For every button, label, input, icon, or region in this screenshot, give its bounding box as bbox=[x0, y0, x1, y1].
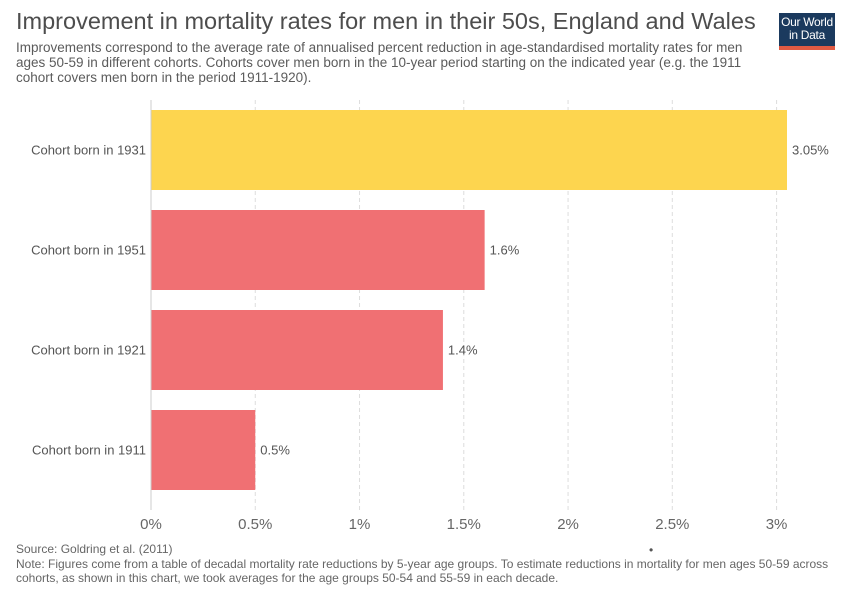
chart-subtitle: Improvements correspond to the average r… bbox=[16, 40, 743, 85]
x-tick-label: 0.5% bbox=[238, 516, 272, 533]
logo-line-1: Our World bbox=[781, 15, 833, 29]
value-label: 3.05% bbox=[792, 143, 829, 158]
category-label: Cohort born in 1931 bbox=[31, 143, 146, 158]
x-axis: 0% 0.5% 1% 1.5% 2% 2.5% 3% bbox=[140, 100, 787, 533]
x-tick-label: 2% bbox=[557, 516, 579, 533]
x-tick-label: 0% bbox=[140, 516, 162, 533]
value-label: 1.4% bbox=[448, 343, 478, 358]
owid-logo[interactable]: Our World in Data bbox=[779, 13, 835, 50]
logo-line-2: in Data bbox=[789, 28, 825, 42]
bar-chart: Cohort born in 1931 3.05% Cohort born in 1… bbox=[31, 100, 829, 533]
bar bbox=[151, 110, 787, 190]
category-label: Cohort born in 1951 bbox=[31, 243, 146, 258]
note-text: Note: Figures come from a table of decad… bbox=[16, 557, 829, 585]
footer-dot: • bbox=[649, 543, 654, 557]
value-label: 1.6% bbox=[490, 243, 520, 258]
bar bbox=[151, 410, 256, 490]
x-tick-label: 1.5% bbox=[447, 516, 481, 533]
grid-lines bbox=[254, 100, 778, 510]
category-label: Cohort born in 1911 bbox=[32, 443, 146, 458]
source-text: Source: Goldring et al. (2011) bbox=[16, 542, 173, 556]
chart-title: Improvement in mortality rates for men i… bbox=[16, 8, 756, 34]
value-label: 0.5% bbox=[260, 443, 290, 458]
x-tick-label: 1% bbox=[349, 516, 371, 533]
bar bbox=[151, 310, 443, 390]
x-tick-label: 3% bbox=[766, 516, 788, 533]
bar bbox=[151, 210, 485, 290]
category-label: Cohort born in 1921 bbox=[31, 343, 146, 358]
bars: Cohort born in 1931 3.05% Cohort born in 1… bbox=[31, 110, 829, 490]
x-tick-label: 2.5% bbox=[655, 516, 689, 533]
